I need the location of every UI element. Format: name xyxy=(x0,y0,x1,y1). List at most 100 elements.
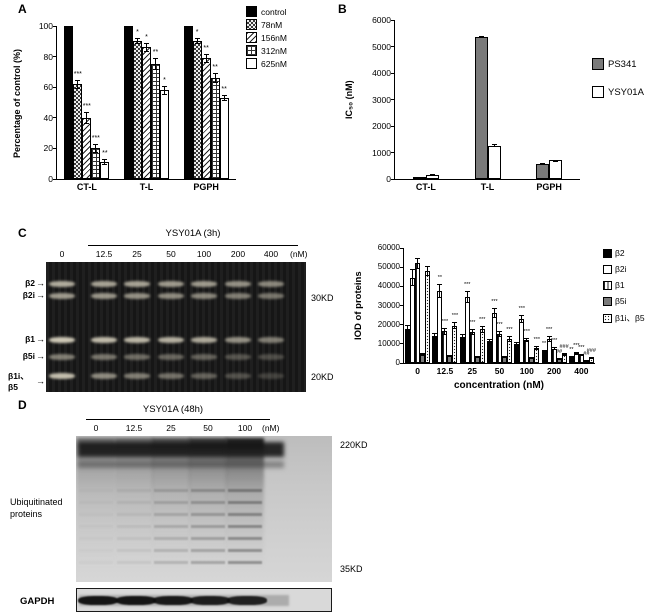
gapdh-band xyxy=(190,596,230,605)
gapdh-band xyxy=(78,596,118,605)
error-bar xyxy=(442,327,448,335)
legend-swatch xyxy=(592,86,604,98)
gel-c-treatment-label: YSY01A (3h) xyxy=(165,228,221,239)
legend-item: PS341 xyxy=(592,58,644,70)
arrow-icon: → xyxy=(36,289,45,300)
gel-band xyxy=(49,373,75,380)
error-bar xyxy=(93,143,99,153)
gel-band xyxy=(49,281,75,288)
y-axis-tick xyxy=(400,247,404,249)
error-bar xyxy=(135,38,140,45)
error-bar xyxy=(153,58,158,71)
error-bar xyxy=(583,359,589,362)
error-bar xyxy=(573,351,579,355)
error-bar xyxy=(502,356,507,359)
gel-band-label: β2 → xyxy=(8,278,45,288)
y-axis-tick-label: 0 xyxy=(386,174,391,184)
gel-band xyxy=(225,292,251,299)
y-axis-tick xyxy=(400,324,404,326)
lane-label: 50 xyxy=(203,423,213,433)
x-axis-category-label: 50 xyxy=(494,366,505,376)
legend-label: 156nM xyxy=(261,32,287,43)
legend-item: control xyxy=(246,6,287,17)
error-bar xyxy=(459,333,465,340)
panel-a-legend: control 78nM 156nM 312nM 625nM xyxy=(246,6,287,71)
significance-marker: *** xyxy=(451,312,459,319)
error-bar xyxy=(479,326,485,333)
lane-label: 0 xyxy=(93,423,99,433)
gel-band xyxy=(49,337,75,343)
gel-band xyxy=(124,281,150,288)
panel-b-y-axis-title: IC₅₀ (nM) xyxy=(344,80,354,120)
y-axis-tick xyxy=(53,147,57,149)
legend-item: β2 xyxy=(603,248,645,258)
significance-marker: *** xyxy=(441,318,449,325)
error-bar xyxy=(524,337,530,343)
y-axis-tick-label: 20000 xyxy=(377,319,400,329)
y-axis-tick-label: 4000 xyxy=(372,68,391,78)
significance-marker: *** xyxy=(491,299,498,306)
legend-swatch xyxy=(603,313,612,323)
error-bar xyxy=(410,269,416,287)
gel-band xyxy=(124,292,150,299)
gel-band xyxy=(91,337,117,343)
bar xyxy=(536,164,550,179)
legend-label: β1 xyxy=(615,280,625,290)
y-axis-tick-label: 0 xyxy=(48,174,53,184)
significance-marker: * xyxy=(195,29,199,37)
y-axis-tick-label: 10000 xyxy=(377,338,400,348)
gel-band xyxy=(91,292,117,299)
y-axis-tick xyxy=(53,56,57,58)
error-bar xyxy=(519,314,525,324)
bar xyxy=(415,263,421,363)
significance-marker: *** xyxy=(82,102,91,110)
blot-d-unit-label: (nM) xyxy=(262,423,280,433)
significance-marker: *** xyxy=(550,337,558,344)
error-bar xyxy=(556,358,562,361)
legend-item: β1 xyxy=(603,280,645,290)
gel-band xyxy=(225,337,251,343)
error-bar xyxy=(541,349,547,353)
legend-swatch xyxy=(246,19,257,30)
bar xyxy=(549,160,563,179)
y-axis-tick xyxy=(391,19,395,21)
bar xyxy=(487,145,501,179)
legend-swatch xyxy=(246,45,257,56)
x-axis-category-label: CT-L xyxy=(415,182,436,192)
significance-marker: *** xyxy=(523,328,530,335)
bar xyxy=(133,41,142,179)
bar xyxy=(183,26,193,179)
gel-c-lane-labels: 0 12.5 25 50 100 200 400 xyxy=(8,249,348,261)
gapdh-band xyxy=(227,596,267,605)
x-axis-category-label: 200 xyxy=(546,366,562,376)
panel-c-plot: 0 10000 20000 30000 40000 50000 60000 0 12.5 ** **… xyxy=(378,243,596,376)
error-bar xyxy=(452,321,458,330)
error-bar xyxy=(432,333,438,340)
band-name: β1 xyxy=(25,334,35,344)
bar xyxy=(479,329,485,363)
molecular-weight-marker-35kd: 35KD xyxy=(340,564,363,574)
panel-c-legend: β2 β2i β1 β5i β1i、β5 xyxy=(603,248,645,330)
legend-label: YSY01A xyxy=(608,86,644,98)
blot-d-left-label: Ubiquitinated proteins xyxy=(10,497,63,519)
legend-swatch xyxy=(603,264,612,274)
gapdh-band xyxy=(153,596,193,605)
y-axis-tick-label: 20 xyxy=(43,143,53,154)
legend-swatch xyxy=(603,248,612,258)
lane-label: 100 xyxy=(237,423,253,433)
arrow-icon: → xyxy=(36,376,45,387)
gel-band xyxy=(158,281,184,288)
gel-band xyxy=(225,373,251,380)
panel-d: D YSY01A (48h) 0 12.5 25 50 100 (nM) Ubiquit… xyxy=(8,396,398,616)
error-bar xyxy=(561,353,567,356)
y-axis-tick xyxy=(391,152,395,153)
y-axis-tick xyxy=(391,178,395,180)
gel-band xyxy=(124,373,150,380)
significance-marker: ** xyxy=(212,64,218,72)
x-axis-category-label: T-L xyxy=(139,182,154,192)
error-bar xyxy=(469,329,475,336)
band-name: β2i xyxy=(22,289,35,300)
error-bar xyxy=(144,42,149,52)
significance-marker: *** xyxy=(545,327,553,334)
bar xyxy=(82,117,92,179)
